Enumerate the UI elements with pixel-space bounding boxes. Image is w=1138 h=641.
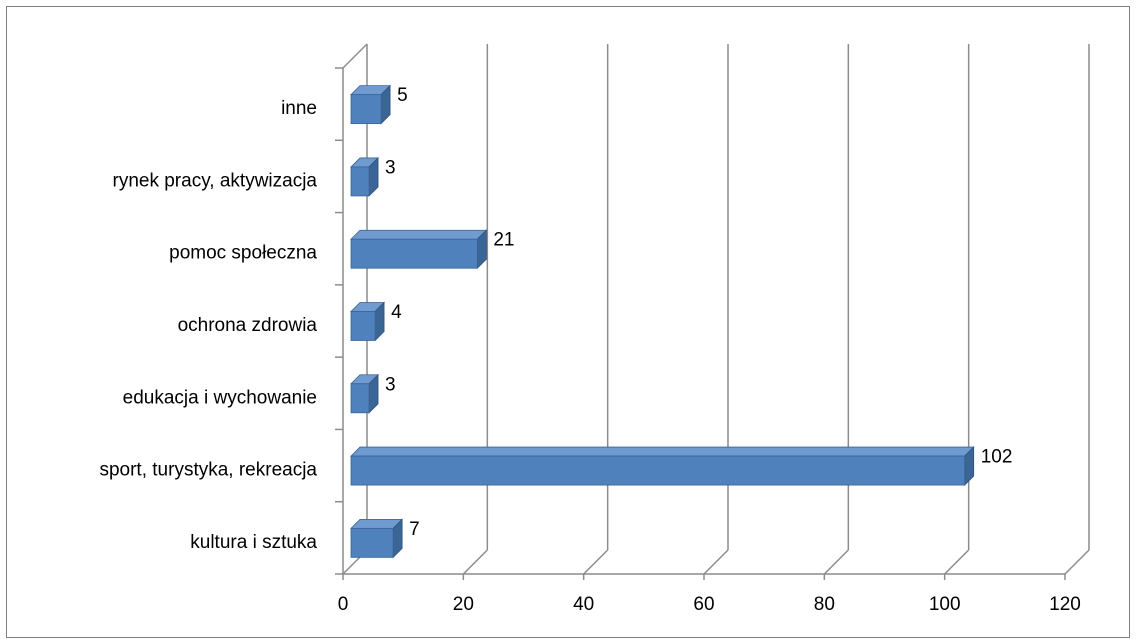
bars — [350, 84, 975, 559]
category-label: inne — [281, 98, 317, 119]
bar-6 — [350, 84, 392, 125]
data-label: 3 — [385, 374, 396, 395]
bar-front-face — [350, 94, 382, 125]
category-label: edukacja i wychowanie — [123, 387, 317, 408]
x-tick-label: 120 — [1049, 594, 1081, 615]
side-wall-top-edge — [342, 43, 368, 69]
data-label: 102 — [981, 447, 1013, 468]
floor-gridline-40 — [583, 549, 609, 575]
bar-5 — [350, 156, 380, 197]
x-tick-label: 40 — [573, 594, 594, 615]
floor-gridline-100 — [944, 549, 970, 575]
bar-top-face — [350, 229, 488, 240]
bar-top-face — [350, 446, 975, 457]
category-label: pomoc społeczna — [169, 243, 317, 264]
x-tick-label: 100 — [929, 594, 961, 615]
bar-front-face — [350, 166, 370, 197]
data-label: 3 — [385, 157, 396, 178]
bar-0 — [350, 518, 404, 559]
category-label: sport, turystyka, rekreacja — [99, 460, 317, 481]
bar-front-face — [350, 238, 478, 269]
x-tick-label: 60 — [693, 594, 714, 615]
bar-2 — [350, 373, 380, 414]
gridlines — [342, 44, 1090, 575]
bar-front-face — [350, 527, 394, 558]
category-label: kultura i sztuka — [190, 532, 317, 553]
x-tick-label: 0 — [338, 594, 349, 615]
data-label: 5 — [397, 85, 408, 106]
bar-3 — [350, 301, 386, 342]
labels: 0 20 40 60 80 100 120 7 kultura i sztuka 102 sport… — [99, 85, 1080, 615]
bar-4 — [350, 229, 488, 270]
bar-front-face — [350, 311, 376, 341]
category-label: ochrona zdrowia — [178, 315, 318, 336]
floor-gridline-80 — [823, 549, 849, 575]
floor-gridline-120 — [1064, 549, 1090, 575]
x-tick-label: 80 — [814, 594, 835, 615]
bar-front-face — [350, 383, 370, 414]
data-label: 21 — [493, 230, 514, 251]
bar-1 — [350, 446, 975, 487]
bar-front-face — [350, 455, 966, 486]
data-label: 4 — [391, 302, 402, 323]
floor-gridline-60 — [703, 549, 729, 575]
floor-gridline-20 — [462, 549, 488, 575]
x-tick-label: 20 — [453, 594, 474, 615]
chart-area — [6, 6, 1130, 638]
category-label: rynek pracy, aktywizacja — [113, 170, 318, 191]
axes — [335, 43, 1066, 580]
data-label: 7 — [409, 519, 420, 540]
